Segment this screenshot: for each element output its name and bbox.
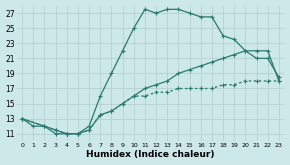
X-axis label: Humidex (Indice chaleur): Humidex (Indice chaleur)	[86, 150, 215, 159]
